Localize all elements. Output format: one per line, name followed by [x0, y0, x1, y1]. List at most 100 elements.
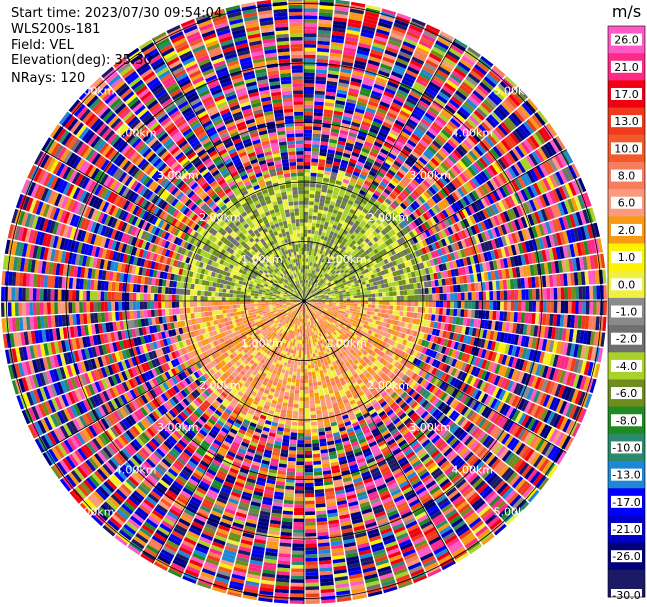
- velocity-gate: [325, 163, 333, 169]
- velocity-gate: [366, 311, 371, 315]
- velocity-gate: [305, 329, 308, 334]
- velocity-gate: [395, 285, 400, 291]
- velocity-gate: [310, 418, 317, 423]
- velocity-gate: [388, 132, 398, 140]
- velocity-gate: [310, 258, 313, 263]
- velocity-gate: [372, 87, 384, 94]
- velocity-gate: [362, 80, 374, 87]
- velocity-gate: [393, 296, 397, 301]
- velocity-gate: [343, 298, 347, 301]
- velocity-gate: [310, 421, 318, 426]
- velocity-gate: [315, 79, 326, 85]
- velocity-gate: [349, 290, 354, 294]
- velocity-gate: [363, 164, 372, 171]
- velocity-gate: [320, 144, 328, 150]
- velocity-gate: [339, 298, 344, 301]
- velocity-gate: [331, 31, 346, 37]
- velocity-gate: [330, 41, 344, 47]
- velocity-gate: [318, 231, 323, 236]
- velocity-gate: [339, 227, 345, 233]
- velocity-gate: [311, 367, 316, 372]
- velocity-gate: [334, 229, 340, 235]
- velocity-gate: [344, 105, 355, 112]
- velocity-gate: [337, 140, 346, 146]
- velocity-gate: [328, 207, 334, 213]
- velocity-gate: [355, 53, 369, 60]
- velocity-gate: [390, 32, 404, 41]
- velocity-gate: [358, 39, 372, 46]
- velocity-gate: [330, 48, 343, 54]
- velocity-gate: [318, 22, 332, 28]
- velocity-gate: [592, 301, 597, 315]
- velocity-gate: [409, 59, 423, 69]
- velocity-gate: [339, 129, 349, 136]
- velocity-gate: [304, 118, 313, 123]
- velocity-gate: [304, 240, 307, 244]
- velocity-gate: [442, 286, 447, 293]
- velocity-gate: [304, 372, 308, 376]
- velocity-gate: [347, 135, 357, 142]
- velocity-gate: [315, 83, 326, 88]
- velocity-gate: [312, 266, 315, 271]
- velocity-gate: [313, 119, 323, 124]
- velocity-gate: [304, 400, 310, 405]
- velocity-gate: [304, 72, 315, 77]
- velocity-gate: [315, 72, 327, 78]
- velocity-gate: [342, 115, 353, 122]
- velocity-gate: [349, 293, 354, 296]
- velocity-gate: [304, 122, 313, 127]
- velocity-gate: [423, 313, 429, 320]
- velocity-gate: [599, 301, 604, 316]
- velocity-gate: [308, 215, 313, 220]
- velocity-gate: [571, 286, 576, 300]
- velocity-gate: [356, 292, 361, 296]
- velocity-gate: [319, 0, 335, 3]
- velocity-gate: [343, 149, 352, 155]
- velocity-gate: [381, 309, 386, 314]
- velocity-gate: [309, 183, 316, 188]
- velocity-gate: [425, 301, 429, 307]
- velocity-gate: [304, 129, 313, 134]
- velocity-gate: [336, 143, 345, 150]
- velocity-gate: [410, 306, 415, 312]
- velocity-gate: [304, 197, 309, 202]
- velocity-gate: [415, 78, 428, 88]
- velocity-gate: [365, 137, 375, 145]
- velocity-gate: [367, 100, 379, 108]
- velocity-gate: [371, 304, 376, 309]
- velocity-gate: [304, 393, 310, 398]
- velocity-gate: [364, 14, 379, 22]
- velocity-gate: [304, 432, 312, 437]
- velocity-gate: [314, 101, 324, 106]
- velocity-gate: [532, 301, 537, 312]
- velocity-gate: [383, 118, 394, 126]
- velocity-gate: [392, 310, 397, 316]
- velocity-gate: [401, 44, 415, 53]
- velocity-gate: [332, 161, 341, 167]
- velocity-gate: [412, 53, 426, 62]
- velocity-gate: [359, 189, 366, 196]
- velocity-gate: [377, 312, 382, 317]
- velocity-gate: [307, 233, 311, 238]
- velocity-gate: [320, 235, 325, 240]
- velocity-gate: [328, 145, 336, 151]
- velocity-gate: [503, 301, 508, 311]
- velocity-gate: [306, 279, 309, 284]
- velocity-gate: [367, 293, 372, 298]
- velocity-gate: [535, 288, 540, 300]
- velocity-gate: [350, 1, 366, 8]
- velocity-gate: [326, 87, 337, 93]
- velocity-gate: [315, 275, 319, 280]
- velocity-gate: [306, 287, 308, 291]
- velocity-gate: [304, 18, 318, 23]
- velocity-gate: [304, 375, 309, 380]
- velocity-gate: [352, 118, 362, 125]
- velocity-gate: [383, 91, 395, 99]
- velocity-gate: [341, 224, 347, 230]
- velocity-gate: [450, 301, 454, 309]
- velocity-gate: [398, 113, 409, 122]
- velocity-gate: [309, 350, 313, 355]
- velocity-gate: [349, 128, 359, 135]
- velocity-gate: [314, 271, 317, 275]
- velocity-gate: [321, 213, 327, 219]
